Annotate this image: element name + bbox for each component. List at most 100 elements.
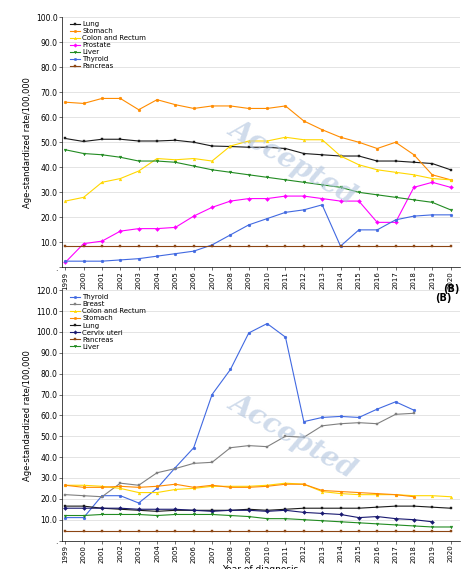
- Thyroid: [301, 207, 307, 213]
- Stomach: [283, 102, 288, 109]
- Colon and Rectum: [264, 138, 270, 145]
- Stomach: [301, 481, 307, 488]
- Pancreas: [301, 243, 307, 250]
- Liver: [429, 199, 435, 206]
- Line: Liver: Liver: [64, 513, 452, 529]
- Line: Thyroid: Thyroid: [64, 204, 452, 262]
- Thyroid: [246, 329, 252, 336]
- Thyroid: [356, 226, 362, 233]
- Lung: [154, 508, 160, 515]
- Text: Accepted: Accepted: [224, 115, 361, 209]
- Liver: [264, 174, 270, 181]
- Lung: [154, 138, 160, 145]
- Liver: [191, 511, 197, 518]
- Liver: [81, 512, 86, 519]
- Thyroid: [154, 485, 160, 492]
- Thyroid: [374, 226, 380, 233]
- Pancreas: [411, 528, 417, 535]
- Prostate: [429, 179, 435, 185]
- Prostate: [209, 204, 215, 211]
- Thyroid: [81, 258, 86, 265]
- Colon and Rectum: [209, 483, 215, 490]
- Thyroid: [448, 212, 454, 218]
- Colon and Rectum: [301, 481, 307, 488]
- Lung: [63, 135, 68, 142]
- Thyroid: [228, 366, 233, 373]
- Breast: [246, 442, 252, 449]
- Thyroid: [319, 414, 325, 421]
- Colon and Rectum: [448, 176, 454, 183]
- Stomach: [173, 481, 178, 488]
- Liver: [173, 159, 178, 166]
- Colon and Rectum: [173, 486, 178, 493]
- Pancreas: [264, 243, 270, 250]
- Liver: [411, 196, 417, 203]
- Colon and Rectum: [246, 483, 252, 490]
- Line: Pancreas: Pancreas: [64, 530, 452, 533]
- Thyroid: [283, 333, 288, 340]
- Liver: [337, 518, 343, 525]
- Pancreas: [118, 243, 123, 250]
- Stomach: [173, 101, 178, 108]
- Stomach: [246, 484, 252, 490]
- Thyroid: [283, 209, 288, 216]
- Colon and Rectum: [63, 197, 68, 204]
- Cervix uteri: [228, 507, 233, 514]
- Liver: [63, 512, 68, 519]
- Prostate: [374, 219, 380, 226]
- Stomach: [228, 102, 233, 109]
- Prostate: [337, 197, 343, 204]
- Colon and Rectum: [81, 482, 86, 489]
- Line: Lung: Lung: [64, 505, 452, 513]
- Pancreas: [191, 243, 197, 250]
- Stomach: [209, 482, 215, 489]
- Prostate: [264, 195, 270, 202]
- Liver: [63, 146, 68, 153]
- Colon and Rectum: [319, 488, 325, 495]
- Colon and Rectum: [301, 137, 307, 143]
- Thyroid: [374, 406, 380, 413]
- Lung: [228, 143, 233, 150]
- Thyroid: [191, 444, 197, 451]
- Line: Breast: Breast: [64, 412, 415, 498]
- Lung: [264, 144, 270, 151]
- Y-axis label: Age-standardized rate/100,000: Age-standardized rate/100,000: [23, 350, 32, 481]
- Lung: [319, 151, 325, 158]
- Cervix uteri: [81, 505, 86, 512]
- Stomach: [154, 96, 160, 103]
- Stomach: [81, 100, 86, 107]
- Colon and Rectum: [228, 483, 233, 490]
- Stomach: [319, 126, 325, 133]
- Text: (B): (B): [443, 284, 460, 295]
- Stomach: [191, 105, 197, 112]
- Line: Liver: Liver: [64, 149, 452, 211]
- Line: Prostate: Prostate: [64, 181, 452, 264]
- Liver: [209, 511, 215, 518]
- Prostate: [448, 184, 454, 191]
- Thyroid: [154, 253, 160, 259]
- Colon and Rectum: [337, 152, 343, 159]
- Lung: [448, 166, 454, 173]
- Lung: [374, 504, 380, 510]
- Thyroid: [319, 201, 325, 208]
- Liver: [136, 511, 142, 518]
- Cervix uteri: [209, 508, 215, 515]
- Liver: [356, 519, 362, 526]
- Prostate: [246, 195, 252, 202]
- Liver: [209, 166, 215, 173]
- Liver: [393, 521, 399, 528]
- Lung: [246, 144, 252, 151]
- Lung: [118, 506, 123, 513]
- Prostate: [154, 225, 160, 232]
- Cervix uteri: [283, 507, 288, 514]
- Colon and Rectum: [154, 489, 160, 496]
- X-axis label: Year of diagnosis: Year of diagnosis: [223, 292, 299, 302]
- Colon and Rectum: [429, 175, 435, 182]
- Colon and Rectum: [81, 194, 86, 201]
- Pancreas: [448, 528, 454, 535]
- Pancreas: [356, 243, 362, 250]
- Lung: [448, 505, 454, 512]
- Pancreas: [429, 528, 435, 535]
- Liver: [374, 191, 380, 198]
- Lung: [228, 507, 233, 514]
